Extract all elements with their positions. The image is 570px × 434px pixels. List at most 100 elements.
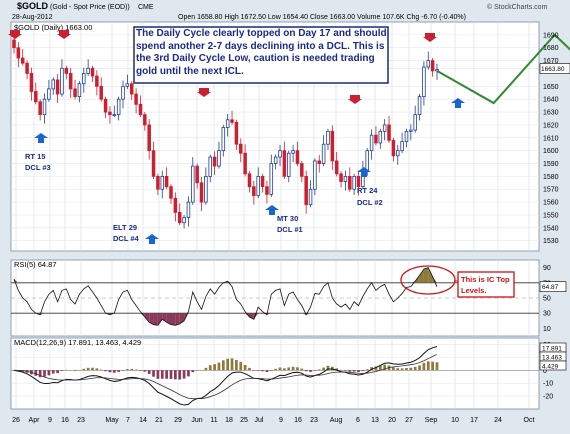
macd-histogram-bar: [156, 370, 160, 379]
label-rt15-a: RT 15: [25, 152, 45, 161]
price-tick-label: 1650: [543, 84, 559, 91]
down-arrow: [8, 30, 22, 39]
macd-histogram-bar: [226, 358, 230, 371]
candle-body: [295, 150, 300, 164]
macd-histogram-bar: [352, 370, 356, 372]
macd-histogram-bar: [230, 358, 234, 371]
candle-body: [326, 130, 330, 145]
candle-body: [409, 129, 413, 132]
macd-histogram-bar: [169, 370, 173, 379]
rsi-last-box: [539, 281, 567, 292]
candle-body: [116, 98, 121, 116]
macd-histogram-bar: [248, 367, 251, 371]
macd-histogram-bar: [374, 366, 378, 371]
macd-histogram-bar: [95, 368, 99, 371]
x-tick-label: Jul: [255, 417, 264, 424]
candle-body: [269, 163, 274, 195]
candle-body: [108, 111, 112, 116]
candle-body: [221, 127, 226, 152]
macd-histogram-bar: [361, 370, 365, 372]
candle-body: [348, 175, 352, 190]
x-tick-label: Oct: [524, 417, 535, 424]
x-tick-label: 6: [356, 417, 360, 424]
candle-body: [55, 79, 60, 95]
candle-body: [47, 88, 51, 100]
macd-histogram-bar: [300, 368, 304, 371]
x-tick-label: 13: [371, 417, 379, 424]
rsi-oversold-fill: [153, 313, 158, 326]
macd-histogram-bar: [256, 370, 260, 371]
price-tick-label: 1590: [543, 161, 559, 168]
rsi-oversold-fill: [166, 313, 171, 325]
candle-body: [138, 103, 143, 116]
candle-body: [86, 67, 90, 74]
candle-body: [169, 186, 173, 199]
macd-histogram-bar: [348, 370, 352, 372]
candle-body: [182, 217, 186, 224]
candle-body: [247, 173, 252, 188]
annotation-text: The Daily Cycle clearly topped on Day 17…: [136, 28, 387, 77]
x-tick-label: 23: [77, 417, 85, 424]
price-tick-label: 1670: [543, 58, 559, 65]
label-rt24-a: RT 24: [357, 186, 378, 195]
macd-histogram-bar: [187, 370, 190, 377]
rsi-oversold-fill: [162, 313, 167, 323]
macd-histogram-bar: [60, 370, 64, 371]
x-tick-label: 18: [225, 417, 233, 424]
candle-body: [129, 83, 134, 95]
macd-histogram-bar: [121, 370, 125, 371]
macd-histogram-bar: [204, 367, 208, 371]
candle-body: [273, 156, 278, 164]
candle-body: [252, 186, 256, 197]
macd-histogram-bar: [34, 370, 38, 376]
down-arrow: [348, 95, 362, 104]
x-tick-label: 27: [405, 417, 413, 424]
candle-body: [151, 150, 156, 177]
candle-body: [99, 85, 103, 100]
annotation-box: [133, 26, 389, 84]
candle-body: [321, 143, 326, 164]
x-tick-label: 11: [210, 417, 217, 424]
candle-body: [12, 39, 16, 49]
rsi-line: [13, 267, 438, 326]
macd-histogram-bar: [330, 366, 334, 371]
x-tick-label: 10: [451, 417, 459, 424]
macd-histogram-bar: [383, 364, 387, 371]
candle-body: [265, 186, 269, 195]
x-tick-label: 7: [126, 417, 130, 424]
macd-histogram-bar: [309, 370, 312, 372]
ic-top-note-box: [457, 271, 515, 298]
candle-body: [60, 67, 64, 95]
macd-histogram-bar: [431, 361, 434, 371]
macd-histogram-bar: [339, 369, 343, 371]
macd-last-label: 4.429: [542, 364, 559, 371]
macd-histogram-bar: [143, 370, 147, 372]
candle-body: [400, 141, 404, 152]
macd-histogram-bar: [208, 365, 212, 371]
rsi-tick-label: 30: [543, 311, 551, 318]
candle-body: [173, 197, 178, 213]
candle-body: [34, 91, 38, 103]
candle-body: [378, 130, 383, 144]
price-tick-label: 1680: [543, 45, 559, 52]
ic-top-note-b: Levels.: [461, 286, 486, 295]
price-tick-label: 1600: [543, 148, 559, 155]
macd-histogram-bar: [283, 368, 286, 371]
price-tick-label: 1550: [543, 212, 559, 219]
rsi-oversold-fill: [40, 313, 45, 315]
macd-histogram-bar: [64, 369, 68, 371]
price-tick-label: 1663.80: [541, 66, 565, 73]
macd-histogram-bar: [435, 362, 439, 371]
macd-histogram-bar: [173, 370, 177, 380]
candle-body: [191, 165, 195, 203]
down-arrow: [197, 88, 211, 97]
macd-histogram-bar: [82, 368, 86, 371]
macd-histogram-bar: [73, 370, 77, 371]
candle-body: [42, 98, 47, 116]
macd-legend: MACD(12,26,9) 17.891, 13.463, 4.429: [14, 338, 141, 347]
macd-histogram-bar: [130, 368, 134, 371]
macd-histogram-bar: [317, 369, 321, 371]
macd-histogram-bar: [213, 364, 216, 371]
candle-body: [300, 163, 304, 177]
candle-body: [374, 134, 378, 144]
